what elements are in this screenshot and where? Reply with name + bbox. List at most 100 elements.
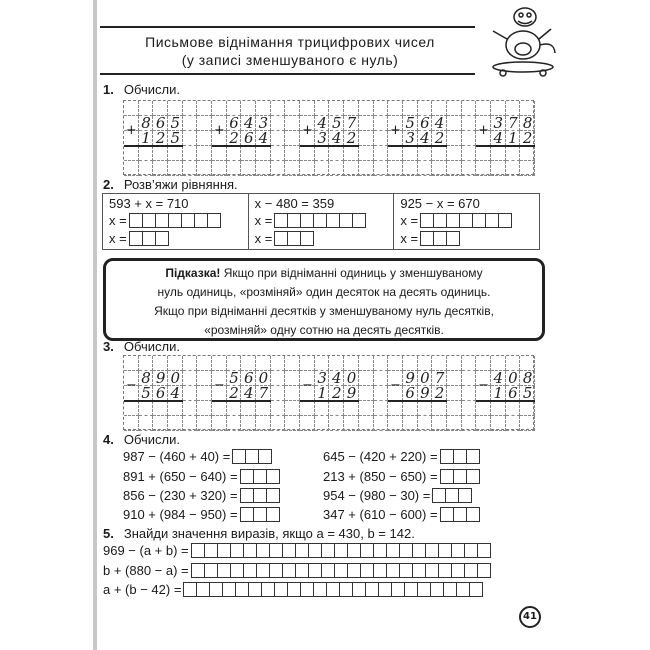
answer-cell[interactable] <box>209 582 224 597</box>
grid-cell[interactable] <box>168 161 183 176</box>
grid-cell[interactable] <box>490 416 506 431</box>
grid-cell[interactable] <box>270 101 286 116</box>
grid-cell[interactable] <box>241 371 257 386</box>
grid-cell[interactable] <box>520 371 535 386</box>
answer-cell[interactable] <box>404 582 419 597</box>
exercise-1-grid[interactable]: +8 6 5 1 2 5 +6 4 3 2 6 4 +4 5 7 3 4 2 +5 6 4 3 4 2 +3 7 8 4 1 2 <box>123 100 535 176</box>
grid-cell[interactable] <box>476 101 491 116</box>
grid-cell[interactable] <box>124 161 139 176</box>
answer-cell[interactable] <box>274 231 289 246</box>
grid-cell[interactable] <box>446 416 462 431</box>
answer-cell[interactable] <box>459 213 474 228</box>
answer-boxes[interactable] <box>128 213 221 228</box>
answer-cell[interactable] <box>294 563 309 578</box>
answer-cell[interactable] <box>420 231 435 246</box>
grid-cell[interactable] <box>197 101 213 116</box>
grid-cell[interactable] <box>153 161 169 176</box>
grid-cell[interactable] <box>358 131 374 146</box>
grid-cell[interactable] <box>168 416 183 431</box>
grid-cell[interactable] <box>197 356 213 371</box>
answer-cell[interactable] <box>439 469 454 484</box>
grid-cell[interactable] <box>446 371 462 386</box>
answer-boxes[interactable] <box>420 231 461 246</box>
grid-cell[interactable] <box>461 371 477 386</box>
grid-cell[interactable] <box>329 116 345 131</box>
grid-cell[interactable] <box>241 356 257 371</box>
answer-cell[interactable] <box>141 213 156 228</box>
grid-cell[interactable] <box>329 356 345 371</box>
grid-cell[interactable] <box>402 161 418 176</box>
grid-cell[interactable] <box>417 161 433 176</box>
grid-cell[interactable] <box>270 161 286 176</box>
grid-cell[interactable] <box>285 401 301 416</box>
answer-boxes[interactable] <box>420 213 513 228</box>
grid-cell[interactable] <box>505 371 521 386</box>
grid-cell[interactable] <box>168 146 183 161</box>
answer-cell[interactable] <box>252 507 267 522</box>
grid-cell[interactable] <box>270 131 286 146</box>
grid-cell[interactable] <box>476 161 491 176</box>
answer-cell[interactable] <box>242 543 257 558</box>
grid-cell[interactable] <box>329 371 345 386</box>
grid-cell[interactable] <box>358 146 374 161</box>
answer-cell[interactable] <box>439 507 454 522</box>
grid-cell[interactable] <box>446 131 462 146</box>
answer-cell[interactable] <box>476 543 491 558</box>
grid-cell[interactable] <box>520 116 535 131</box>
answer-boxes[interactable] <box>439 507 480 522</box>
grid-cell[interactable] <box>461 401 477 416</box>
grid-cell[interactable] <box>388 116 403 131</box>
grid-cell[interactable] <box>241 401 257 416</box>
grid-cell[interactable] <box>446 101 462 116</box>
grid-cell[interactable] <box>285 371 301 386</box>
grid-cell[interactable] <box>461 356 477 371</box>
answer-cell[interactable] <box>498 213 513 228</box>
answer-cell[interactable] <box>465 449 480 464</box>
grid-cell[interactable] <box>153 371 169 386</box>
grid-cell[interactable] <box>212 356 227 371</box>
grid-cell[interactable] <box>270 401 286 416</box>
grid-cell[interactable] <box>388 371 403 386</box>
grid-cell[interactable] <box>270 371 286 386</box>
answer-cell[interactable] <box>294 543 309 558</box>
grid-cell[interactable] <box>446 356 462 371</box>
answer-cell[interactable] <box>265 469 280 484</box>
grid-cell[interactable] <box>446 386 462 401</box>
grid-cell[interactable] <box>476 146 491 161</box>
grid-cell[interactable] <box>490 101 506 116</box>
answer-cell[interactable] <box>424 563 439 578</box>
grid-cell[interactable] <box>358 371 374 386</box>
answer-cell[interactable] <box>183 582 198 597</box>
answer-cell[interactable] <box>352 213 367 228</box>
grid-cell[interactable] <box>314 371 330 386</box>
answer-boxes[interactable] <box>239 507 280 522</box>
answer-cell[interactable] <box>411 543 426 558</box>
grid-cell[interactable] <box>212 101 227 116</box>
answer-cell[interactable] <box>265 488 280 503</box>
grid-cell[interactable] <box>358 101 374 116</box>
answer-cell[interactable] <box>307 563 322 578</box>
answer-cell[interactable] <box>465 469 480 484</box>
grid-cell[interactable] <box>256 416 271 431</box>
answer-cell[interactable] <box>339 582 354 597</box>
grid-cell[interactable] <box>417 371 433 386</box>
grid-cell[interactable] <box>432 371 447 386</box>
grid-cell[interactable] <box>124 371 139 386</box>
grid-cell[interactable] <box>241 116 257 131</box>
grid-cell[interactable] <box>432 146 447 161</box>
grid-cell[interactable] <box>153 146 169 161</box>
answer-cell[interactable] <box>446 213 461 228</box>
answer-cell[interactable] <box>255 543 270 558</box>
answer-cell[interactable] <box>287 213 302 228</box>
grid-cell[interactable] <box>197 161 213 176</box>
grid-cell[interactable] <box>197 401 213 416</box>
answer-cell[interactable] <box>450 543 465 558</box>
grid-cell[interactable] <box>300 116 315 131</box>
grid-cell[interactable] <box>212 161 227 176</box>
grid-cell[interactable] <box>373 386 389 401</box>
grid-cell[interactable] <box>461 101 477 116</box>
grid-cell[interactable] <box>285 116 301 131</box>
grid-cell[interactable] <box>388 101 403 116</box>
grid-cell[interactable] <box>373 131 389 146</box>
grid-cell[interactable] <box>138 416 154 431</box>
